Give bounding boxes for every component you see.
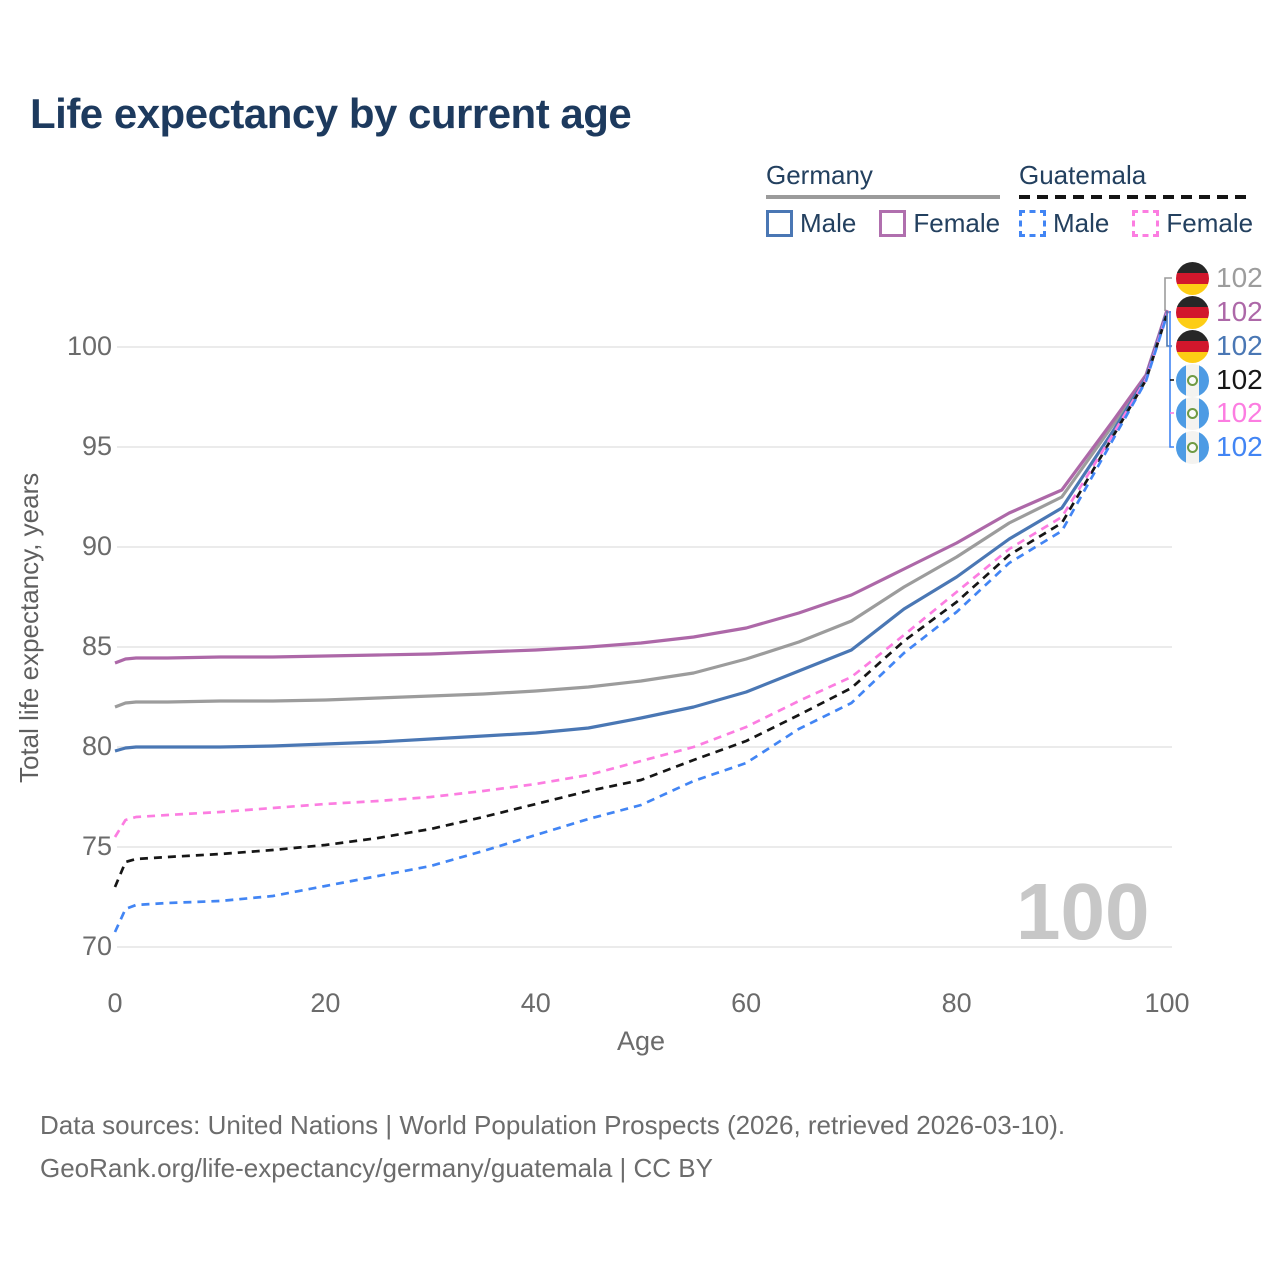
end-value-guatemala-both: 102 [1216,364,1263,395]
y-tick-100: 100 [66,331,112,361]
y-tick-85: 85 [81,631,112,661]
y-tick-90: 90 [81,531,112,561]
age-marker-watermark: 100 [1016,867,1150,956]
legend-guatemala-header[interactable]: Guatemala [1019,160,1147,190]
legend-germany-header[interactable]: Germany [766,160,873,190]
end-label-row-germany-female: 102 [1176,295,1263,329]
end-value-germany-female: 102 [1216,296,1263,327]
series-line-guatemala-male[interactable] [113,314,1169,933]
footer: Data sources: United Nations | World Pop… [40,1104,1065,1190]
y-tick-80: 80 [81,731,112,761]
legend-guatemala-female-swatch[interactable] [1132,210,1160,237]
footer-attribution: GeoRank.org/life-expectancy/germany/guat… [40,1153,713,1183]
leader-line-guatemala-male [1169,311,1174,448]
end-value-germany-male: 102 [1216,330,1263,361]
end-label-row-guatemala-both: 102 [1176,363,1263,397]
end-label-row-germany-both: 102 [1176,261,1263,295]
y-tick-70: 70 [81,931,112,961]
legend-germany-male-swatch[interactable] [766,210,793,237]
legend-germany-male-label[interactable]: Male [800,208,857,238]
series-line-germany-male[interactable] [114,311,1169,753]
guatemala-flag-icon [1176,396,1209,430]
end-value-guatemala-female: 102 [1216,397,1263,428]
end-label-row-germany-male: 102 [1176,329,1263,363]
legend-germany-female-label[interactable]: Female [913,208,1001,238]
end-label-row-guatemala-female: 102 [1176,396,1263,430]
series-line-germany-female[interactable] [114,309,1169,665]
x-tick-80: 80 [941,988,972,1018]
legend-guatemala-female-label[interactable]: Female [1166,208,1254,238]
legend-germany-female-swatch[interactable] [879,210,907,237]
germany-flag-icon [1176,329,1209,363]
x-tick-0: 0 [107,988,123,1018]
germany-flag-icon [1176,261,1209,295]
y-tick-75: 75 [81,831,112,861]
legend-germany-underline [766,195,1001,199]
end-value-germany-both: 102 [1216,262,1263,293]
guatemala-flag-icon [1176,430,1209,464]
series-line-germany-both[interactable] [114,310,1169,709]
germany-flag-icon [1176,295,1209,329]
x-axis-title: Age [616,1026,666,1056]
end-label-row-guatemala-male: 102 [1176,430,1263,464]
x-tick-60: 60 [731,988,762,1018]
end-value-guatemala-male: 102 [1216,431,1263,462]
legend-guatemala-male-label[interactable]: Male [1053,208,1110,238]
series-line-guatemala-female[interactable] [113,312,1169,838]
series-line-guatemala-both[interactable] [113,313,1169,888]
leader-line-germany-both [1164,277,1172,311]
legend-guatemala-underline [1019,195,1254,199]
guatemala-flag-icon [1176,363,1209,397]
x-tick-40: 40 [520,988,551,1018]
x-tick-20: 20 [310,988,341,1018]
y-tick-95: 95 [81,431,112,461]
footer-data-sources: Data sources: United Nations | World Pop… [40,1110,1066,1140]
legend-guatemala-group: Guatemala Male Female [1019,160,1254,239]
legend-guatemala-male-swatch[interactable] [1019,210,1046,237]
legend-germany-group: Germany Male Female [766,160,1001,239]
x-tick-100: 100 [1144,988,1190,1018]
page-title: Life expectancy by current age [30,90,632,137]
